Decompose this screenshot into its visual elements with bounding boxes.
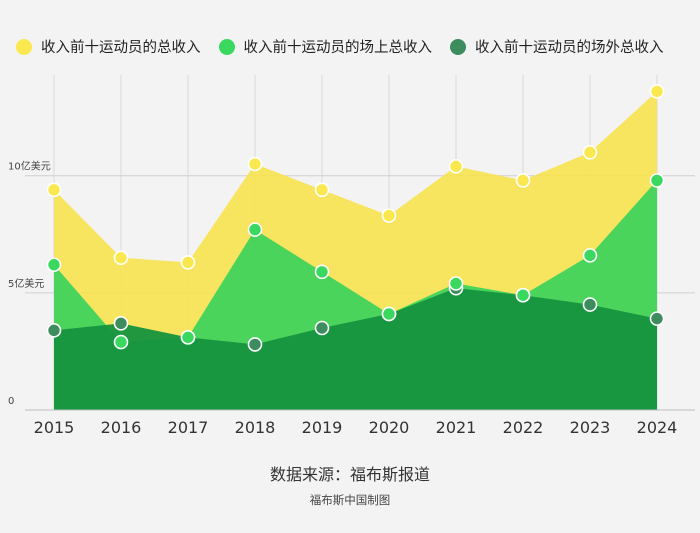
data-point-series-1 — [381, 208, 397, 223]
legend-swatch-total — [16, 38, 32, 55]
data-point-series-3 — [582, 297, 598, 312]
legend-item-on-field: 收入前十运动员的场上总收入 — [218, 36, 433, 57]
data-point-series-1 — [247, 156, 263, 172]
data-point-series-3 — [314, 320, 330, 336]
data-point-series-1 — [113, 250, 129, 266]
data-point-series-3 — [247, 337, 263, 352]
data-point-series-1 — [46, 182, 62, 198]
data-point-series-2 — [515, 287, 531, 303]
legend-item-off-field: 收入前十运动员的场外总收入 — [450, 36, 664, 57]
data-point-series-1 — [314, 182, 330, 198]
legend-swatch-on-field — [218, 38, 235, 55]
data-point-series-2 — [448, 276, 464, 291]
data-point-series-1 — [582, 145, 598, 160]
y-tick-label: 0 — [8, 396, 14, 407]
x-tick-label: 2023 — [570, 418, 611, 437]
x-tick-label: 2015 — [34, 418, 75, 437]
data-point-series-3 — [46, 323, 62, 338]
x-tick-label: 2024 — [637, 418, 678, 437]
data-point-series-2 — [649, 173, 665, 188]
x-tick-label: 2017 — [168, 418, 209, 437]
data-point-series-3 — [113, 316, 129, 331]
source-note: 数据来源：福布斯报道 — [269, 465, 430, 484]
data-point-series-1 — [515, 173, 531, 188]
x-tick-label: 2019 — [302, 418, 343, 437]
legend-label-off-field: 收入前十运动员的场外总收入 — [475, 40, 664, 56]
x-tick-label: 2022 — [503, 418, 544, 437]
data-point-series-2 — [314, 264, 330, 280]
data-point-series-2 — [582, 248, 598, 263]
legend-label-total: 收入前十运动员的总收入 — [41, 40, 201, 56]
data-point-series-1 — [180, 255, 196, 270]
data-point-series-2 — [381, 306, 397, 322]
data-point-series-2 — [180, 330, 196, 345]
x-tick-label: 2016 — [101, 418, 142, 437]
x-tick-label: 2020 — [369, 418, 410, 437]
area-chart: 0 5亿美元 10亿美元 2015 2016 2017 2018 2019 2020 2021 20… — [8, 75, 695, 437]
credit-note: 福布斯中国制图 — [309, 493, 391, 507]
data-point-series-1 — [649, 84, 665, 99]
chart-legend: 收入前十运动员的总收入 收入前十运动员的场上总收入 收入前十运动员的场外总收入 — [16, 36, 692, 57]
data-point-series-1 — [448, 159, 464, 174]
data-point-series-2 — [247, 222, 263, 237]
area-series-3 — [54, 288, 657, 410]
data-point-series-2 — [113, 334, 129, 350]
data-point-series-2 — [46, 257, 62, 273]
y-tick-label: 5亿美元 — [8, 277, 44, 290]
legend-label-on-field: 收入前十运动员的场上总收入 — [243, 40, 433, 56]
legend-swatch-off-field — [450, 38, 466, 55]
data-point-series-3 — [649, 311, 665, 326]
x-tick-label: 2021 — [436, 418, 477, 437]
x-tick-label: 2018 — [235, 418, 276, 437]
legend-item-total: 收入前十运动员的总收入 — [16, 36, 201, 57]
y-tick-label: 10亿美元 — [8, 160, 51, 173]
